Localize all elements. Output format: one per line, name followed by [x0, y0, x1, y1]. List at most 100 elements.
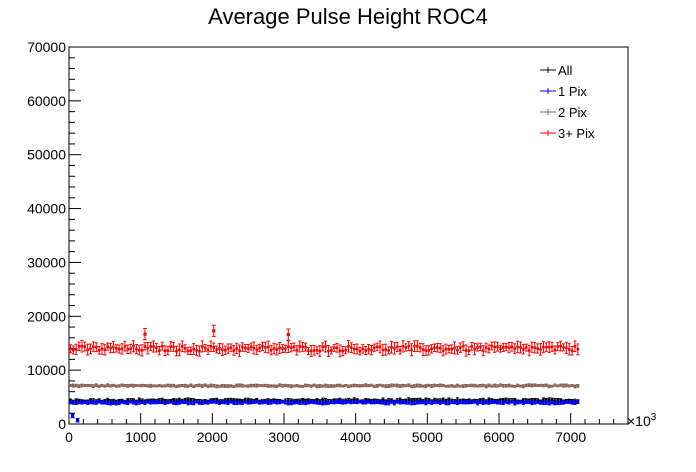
data-point: [410, 348, 413, 352]
data-point: [258, 346, 261, 350]
data-point: [137, 348, 141, 352]
data-point: [502, 398, 505, 402]
data-point: [281, 347, 284, 350]
data-point: [375, 400, 379, 404]
data-point: [456, 348, 459, 352]
data-point: [395, 384, 399, 387]
data-point: [287, 384, 290, 388]
data-point: [112, 401, 115, 405]
data-point: [212, 384, 216, 387]
data-point: [567, 384, 571, 388]
data-point: [135, 347, 138, 351]
data-point: [324, 399, 327, 402]
data-point: [456, 398, 459, 402]
data-point: [527, 383, 531, 387]
data-point: [381, 398, 385, 402]
data-point: [186, 384, 190, 388]
data-point: [132, 384, 135, 388]
data-point: [433, 400, 436, 404]
data-point: [510, 400, 514, 404]
data-point: [115, 347, 118, 350]
data-point: [307, 384, 310, 387]
data-point: [180, 384, 184, 387]
data-point: [493, 384, 496, 387]
data-point: [312, 349, 316, 352]
data-point: [295, 348, 299, 352]
series-layer: [68, 324, 580, 423]
data-point: [137, 401, 141, 404]
data-point: [209, 344, 213, 348]
data-point: [117, 384, 121, 388]
data-point: [384, 401, 388, 405]
data-point: [152, 400, 155, 404]
data-point: [398, 384, 402, 388]
x-tick-label: 5000: [412, 429, 443, 445]
data-point: [218, 384, 221, 388]
outlier-point: [70, 414, 75, 418]
data-point: [407, 398, 410, 402]
data-point: [175, 401, 178, 405]
data-point: [109, 401, 112, 405]
data-point: [249, 345, 253, 348]
data-point: [473, 400, 476, 404]
x-tick-label: 2000: [197, 429, 228, 445]
data-point: [522, 347, 525, 351]
data-point: [381, 384, 385, 388]
data-point: [192, 399, 195, 402]
data-point: [123, 401, 127, 404]
data-point: [513, 385, 517, 388]
data-point: [312, 383, 316, 387]
data-point: [438, 401, 442, 405]
data-point: [140, 384, 144, 387]
data-point: [344, 400, 347, 404]
data-point: [83, 384, 87, 387]
data-point: [364, 383, 367, 387]
data-point: [278, 383, 281, 387]
data-point: [424, 384, 428, 388]
data-point: [413, 384, 416, 388]
data-point: [341, 349, 345, 353]
data-point: [556, 384, 560, 388]
data-point: [467, 384, 471, 387]
data-point: [304, 345, 307, 349]
data-point: [318, 349, 322, 353]
data-point: [223, 400, 227, 404]
data-point: [203, 383, 207, 387]
data-point: [361, 347, 365, 351]
data-point: [155, 384, 158, 388]
data-point: [556, 345, 560, 348]
data-point: [218, 347, 221, 350]
data-point: [413, 344, 416, 348]
data-point: [352, 400, 356, 404]
data-point: [550, 398, 554, 402]
data-point: [502, 346, 505, 349]
data-point: [470, 384, 474, 387]
data-point: [192, 401, 195, 405]
data-point: [436, 400, 439, 404]
data-point: [461, 344, 465, 348]
data-point: [261, 345, 264, 348]
data-point: [573, 401, 577, 405]
data-point: [473, 384, 476, 387]
data-point: [172, 384, 175, 387]
outlier-point: [212, 329, 216, 333]
data-point: [264, 346, 267, 349]
data-point: [106, 401, 109, 405]
data-point: [97, 348, 101, 352]
data-point: [433, 346, 436, 350]
legend-item: 2 Pix: [540, 105, 587, 120]
data-point: [484, 346, 488, 349]
data-point: [178, 398, 181, 402]
data-point: [269, 401, 273, 404]
data-point: [132, 398, 135, 402]
data-point: [553, 401, 557, 405]
data-point: [527, 349, 531, 352]
data-point: [401, 345, 405, 348]
data-point: [559, 344, 562, 348]
data-point: [324, 401, 327, 405]
data-point: [570, 349, 574, 353]
data-point: [189, 349, 193, 353]
y-tick-label: 30000: [27, 254, 66, 270]
plot-frame: [68, 46, 629, 425]
data-point: [395, 345, 399, 349]
